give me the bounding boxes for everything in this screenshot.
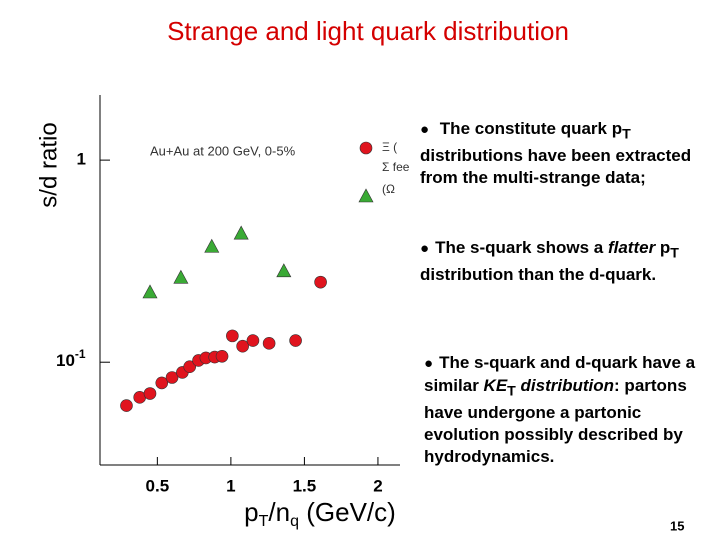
bullet-text: p <box>655 238 671 257</box>
point <box>289 334 302 347</box>
legend-marker <box>359 141 373 155</box>
point <box>120 399 133 412</box>
point <box>165 371 179 384</box>
x-axis-label: pT/nq (GeV/c) <box>244 497 396 530</box>
x-tick-label: 1 <box>226 476 235 495</box>
y-tick-label: 1 <box>77 150 86 169</box>
point <box>173 269 189 284</box>
y-tick-label-exponent: -1 <box>75 347 86 361</box>
point <box>183 360 197 374</box>
y-axis-label: s/d ratio <box>35 122 62 207</box>
x-tick-label: 1.5 <box>293 476 317 495</box>
x-label-part: /n <box>268 497 290 527</box>
bullet-text: KE <box>483 376 508 395</box>
legend-text: Σ fee <box>382 160 410 174</box>
point <box>236 339 249 353</box>
bullet-text: distribution <box>515 376 615 395</box>
x-label-part: p <box>244 497 258 527</box>
annotation: Au+Au at 200 GeV, 0-5% <box>150 143 296 158</box>
bullet: ● The s-quark and d-quark have a similar … <box>424 353 696 467</box>
bullet-text: The s-quark and d-quark have a similar <box>424 353 696 395</box>
x-label-part: (GeV/c) <box>299 497 396 527</box>
point <box>233 225 249 240</box>
x-label-part: q <box>290 513 299 530</box>
point <box>155 376 169 390</box>
bullet-text: The s-quark shows a <box>435 238 608 257</box>
y-tick-label: 10-1 <box>56 347 86 370</box>
bullet-text: T <box>670 245 679 262</box>
bullet-text: distributions have been extracted from t… <box>420 146 692 188</box>
point <box>142 284 158 299</box>
bullet-text: flatter <box>607 238 656 257</box>
point <box>143 387 157 400</box>
bullet-text: : partons have undergone a partonic evol… <box>424 376 687 467</box>
point <box>204 238 220 253</box>
bullet-text: T <box>507 383 516 400</box>
point <box>262 337 276 350</box>
y-tick-label-base: 10 <box>56 352 75 371</box>
point <box>226 329 239 343</box>
point <box>314 275 327 289</box>
point <box>215 349 229 363</box>
point <box>276 263 292 278</box>
bullet-text: T <box>622 126 631 143</box>
legend-text: Ξ ( <box>382 140 397 154</box>
bullet-text: The constitute quark p <box>439 119 623 138</box>
point <box>246 334 260 347</box>
bullet: ● The constitute quark pT distributions … <box>420 119 692 188</box>
bullet-text: distribution than the d-quark. <box>420 265 657 285</box>
bullet: ● The s-quark shows a flatter pT distribu… <box>420 238 679 285</box>
legend-text: (Ω <box>382 182 395 196</box>
x-tick-label: 2 <box>373 476 382 495</box>
slide-title: Strange and light quark distribution <box>167 16 569 46</box>
x-tick-label: 0.5 <box>146 476 170 495</box>
page-number: 15 <box>670 518 684 533</box>
x-label-part: T <box>259 513 269 530</box>
legend-marker <box>358 188 374 203</box>
